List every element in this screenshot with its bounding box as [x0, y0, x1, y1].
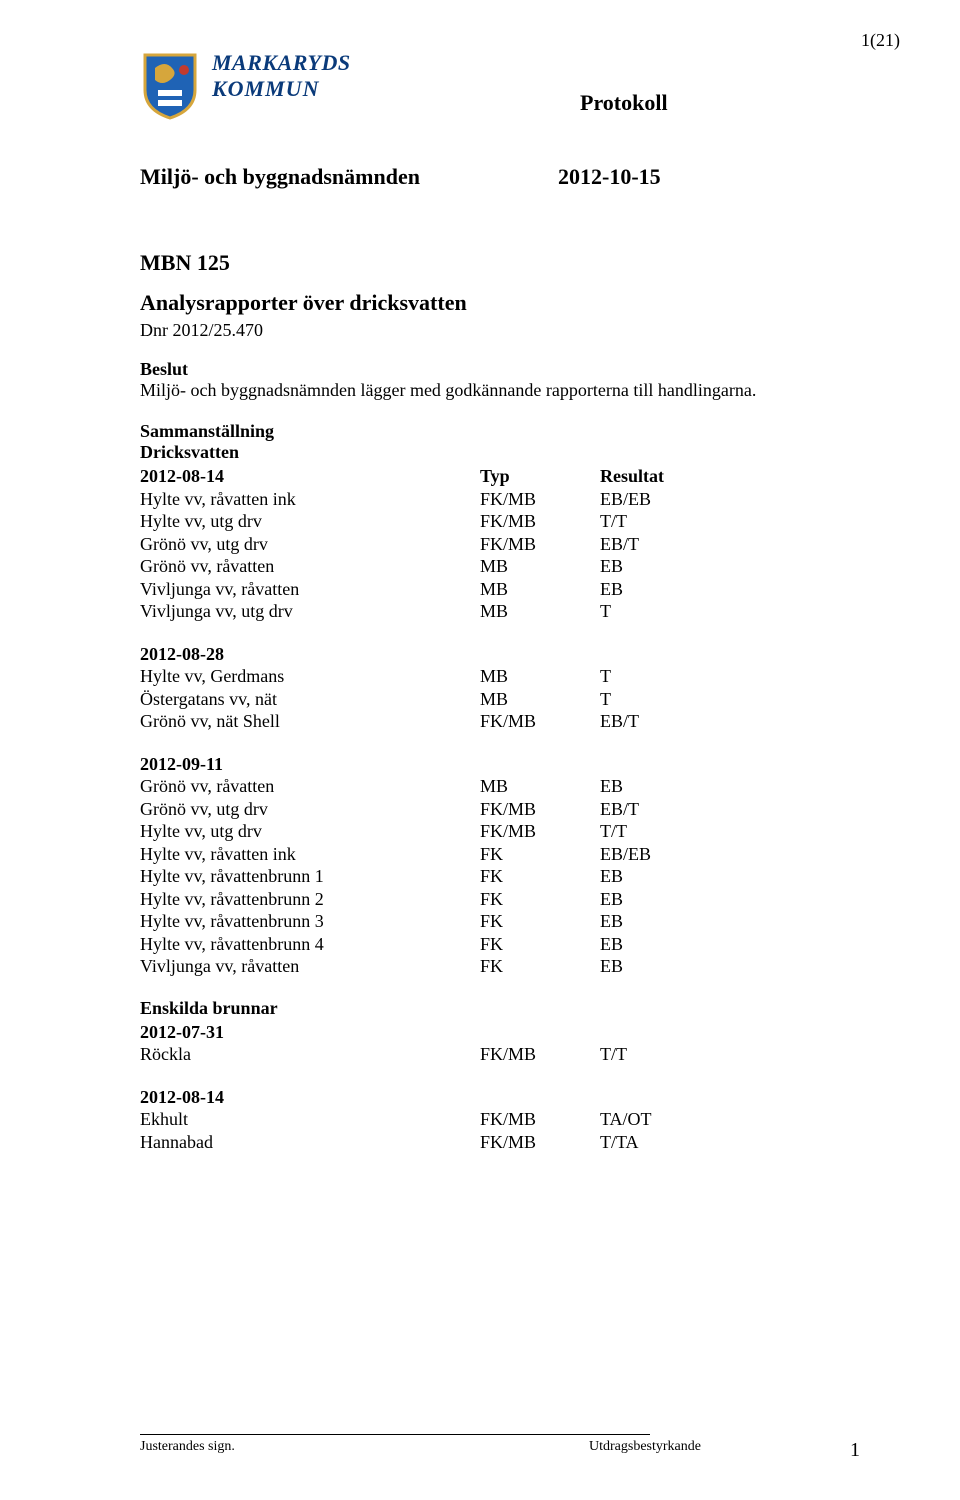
private-wells-label: Enskilda brunnar: [140, 998, 860, 1019]
table-row: Hylte vv, råvattenbrunn 2FKEB: [140, 888, 730, 911]
table-row: Hylte vv, GerdmansMBT: [140, 665, 730, 688]
logo-wordmark: MARKARYDS KOMMUN: [212, 50, 351, 102]
footer: Justerandes sign. Utdragsbestyrkande 1: [140, 1434, 860, 1462]
table-group-header: 2012-08-14: [140, 1086, 730, 1109]
table-row: EkhultFK/MBTA/OT: [140, 1108, 730, 1131]
committee-name: Miljö- och byggnadsnämnden: [140, 164, 558, 190]
table-row: Hylte vv, utg drvFK/MBT/T: [140, 820, 730, 843]
water-results-table: 2012-08-14TypResultatHylte vv, råvatten …: [140, 465, 730, 978]
table-row: Vivljunga vv, råvattenMBEB: [140, 578, 730, 601]
wordmark-line1: MARKARYDS: [212, 50, 351, 76]
diary-number: Dnr 2012/25.470: [140, 320, 860, 341]
footer-page-number: 1: [850, 1439, 860, 1462]
municipal-crest-icon: [140, 50, 200, 120]
table-row: Grönö vv, nät ShellFK/MBEB/T: [140, 710, 730, 733]
decision-block: Beslut Miljö- och byggnadsnämnden lägger…: [140, 359, 860, 401]
table-row: HannabadFK/MBT/TA: [140, 1131, 730, 1154]
table-group-header: 2012-07-31: [140, 1021, 730, 1044]
table-row: Östergatans vv, nätMBT: [140, 688, 730, 711]
footer-mid: Utdragsbestyrkande: [589, 1439, 701, 1455]
footer-left: Justerandes sign.: [140, 1439, 440, 1455]
table-group-header: 2012-08-28: [140, 643, 730, 666]
item-title: Analysrapporter över dricksvatten: [140, 290, 860, 316]
item-number: MBN 125: [140, 250, 860, 276]
wordmark-line2: KOMMUN: [212, 76, 351, 102]
decision-label: Beslut: [140, 359, 860, 380]
table-group-header: 2012-08-14TypResultat: [140, 465, 730, 488]
table-row: Hylte vv, råvatten inkFK/MBEB/EB: [140, 488, 730, 511]
page: 1(21) MARKARYDS KOMMUN Protokoll Miljö- …: [0, 0, 960, 1500]
subheader: Miljö- och byggnadsnämnden 2012-10-15: [140, 164, 860, 190]
compilation-label: Sammanställning: [140, 421, 860, 442]
drinking-water-label: Dricksvatten: [140, 442, 860, 463]
page-number: 1(21): [861, 30, 900, 51]
table-row: Grönö vv, råvattenMBEB: [140, 555, 730, 578]
footer-rule: [140, 1434, 650, 1435]
table-row: Vivljunga vv, råvattenFKEB: [140, 955, 730, 978]
meeting-date: 2012-10-15: [558, 164, 661, 190]
doc-type-heading: Protokoll: [580, 90, 668, 116]
table-row: Vivljunga vv, utg drvMBT: [140, 600, 730, 623]
table-row: Grönö vv, utg drvFK/MBEB/T: [140, 798, 730, 821]
header: MARKARYDS KOMMUN Protokoll: [140, 50, 860, 120]
table-row: Hylte vv, råvatten inkFKEB/EB: [140, 843, 730, 866]
table-row: Grönö vv, utg drvFK/MBEB/T: [140, 533, 730, 556]
logo-block: MARKARYDS KOMMUN: [140, 50, 460, 120]
table-row: Hylte vv, råvattenbrunn 3FKEB: [140, 910, 730, 933]
decision-text: Miljö- och byggnadsnämnden lägger med go…: [140, 380, 860, 401]
private-wells-table: 2012-07-31RöcklaFK/MBT/T 2012-08-14Ekhult…: [140, 1021, 730, 1154]
table-row: RöcklaFK/MBT/T: [140, 1043, 730, 1066]
table-row: Grönö vv, råvattenMBEB: [140, 775, 730, 798]
table-row: Hylte vv, utg drvFK/MBT/T: [140, 510, 730, 533]
table-row: Hylte vv, råvattenbrunn 1FKEB: [140, 865, 730, 888]
table-group-header: 2012-09-11: [140, 753, 730, 776]
table-row: Hylte vv, råvattenbrunn 4FKEB: [140, 933, 730, 956]
